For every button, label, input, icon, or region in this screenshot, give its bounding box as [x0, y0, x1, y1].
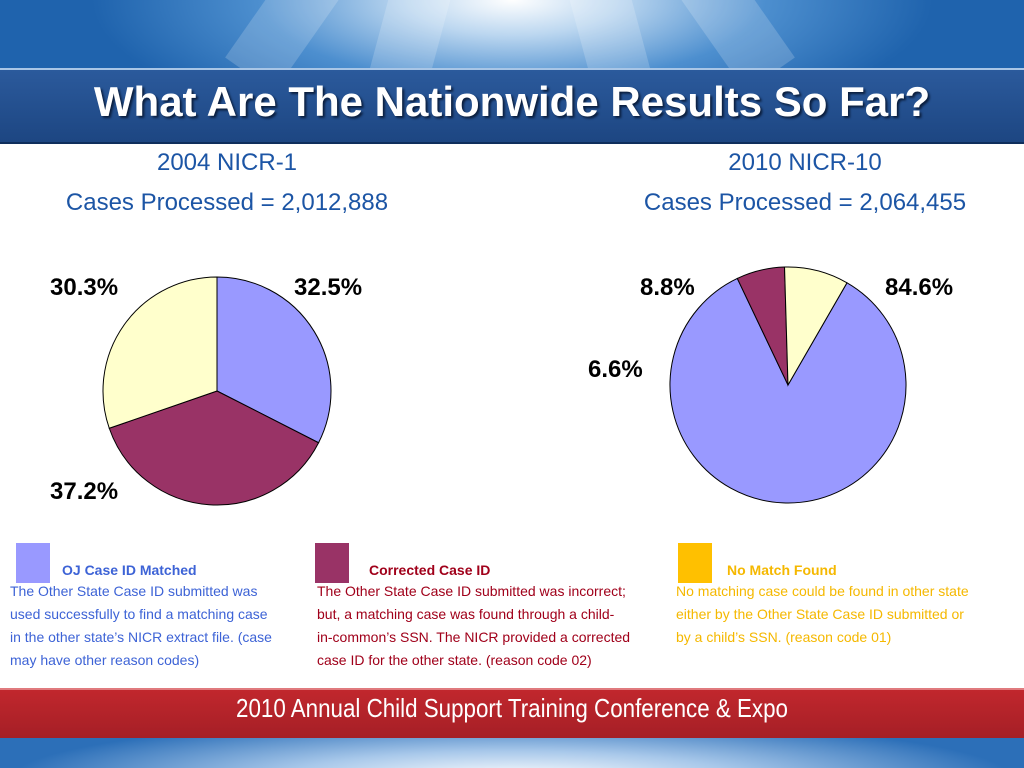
title-band: [0, 68, 1024, 144]
chart-heading-2004: 2004 NICR-1 Cases Processed = 2,012,888: [20, 143, 434, 223]
chart-title-2004: 2004 NICR-1: [156, 149, 298, 176]
pie-2004-slice-no-match: [102, 276, 218, 429]
chart-subtitle-2004: Cases Processed = 2,012,888: [65, 189, 389, 216]
footer-band: [0, 688, 1024, 738]
legend-title-corrected: Corrected Case ID: [369, 562, 491, 578]
pie-2010-label-corrected: 6.6%: [588, 356, 643, 383]
legend-swatch-oj-matched: [16, 543, 50, 583]
pie-2010-label-no-match: 8.8%: [640, 274, 695, 301]
pie-2010-slice-oj-matched: [669, 277, 907, 504]
pie-2010-slice-no-match: [784, 266, 848, 387]
legend-title-oj-matched: OJ Case ID Matched: [62, 562, 197, 578]
pie-2004-slice-corrected: [108, 390, 320, 506]
legend-description-no-match: No matching case could be found in other…: [676, 583, 969, 645]
footer-title: 2010 Annual Child Support Training Confe…: [236, 693, 788, 723]
pie-2010-label-oj-matched: 84.6%: [885, 274, 954, 301]
legend-swatch-corrected: [315, 543, 349, 583]
chart-heading-2010: 2010 NICR-10 Cases Processed = 2,064,455: [595, 143, 1015, 223]
legend-description-oj-matched: The Other State Case ID submitted was us…: [10, 583, 272, 668]
pie-2004-label-corrected: 37.2%: [50, 478, 119, 505]
slide-title: What Are The Nationwide Results So Far?: [93, 78, 931, 125]
footer-glow-band: [0, 738, 1024, 768]
legend-description-corrected: The Other State Case ID submitted was in…: [317, 583, 631, 668]
header-sky-band: [0, 0, 1024, 70]
pie-2004-slice-oj-matched: [216, 276, 332, 444]
legend-swatch-no-match: [678, 543, 712, 583]
legend-title-no-match: No Match Found: [727, 562, 837, 578]
pie-2004-label-no-match: 30.3%: [50, 274, 119, 301]
pie-2004-label-oj-matched: 32.5%: [294, 274, 363, 301]
chart-title-2010: 2010 NICR-10: [728, 149, 882, 176]
chart-subtitle-2010: Cases Processed = 2,064,455: [643, 189, 967, 216]
